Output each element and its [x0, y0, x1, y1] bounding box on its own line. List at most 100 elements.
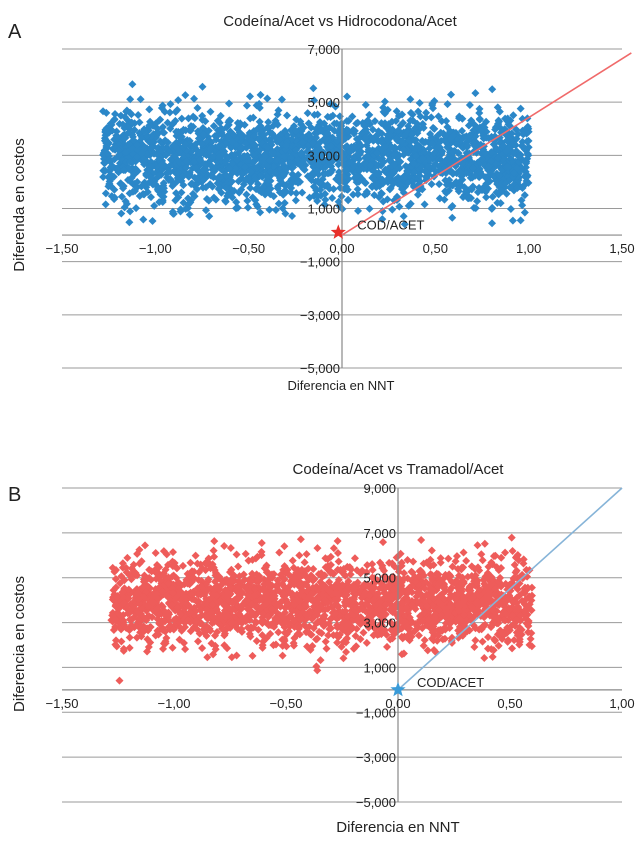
chart-b-data-point [186, 608, 195, 617]
chart-a-data-point [501, 130, 510, 139]
chart-a-data-point [154, 172, 163, 181]
chart-b-data-point [159, 626, 168, 635]
chart-b-data-point [133, 571, 142, 580]
chart-b-data-point [524, 616, 533, 625]
chart-b-data-point [400, 574, 409, 583]
chart-b-data-point [191, 551, 200, 560]
chart-b-data-point [248, 608, 257, 617]
chart-b-data-point [383, 642, 392, 651]
chart-b-y-tick-label: 7,000 [363, 526, 396, 541]
chart-b-data-point [325, 587, 334, 596]
chart-b-data-point [202, 605, 211, 614]
chart-b-data-point [342, 648, 351, 657]
chart-a-data-point [399, 118, 408, 127]
chart-b-data-point [249, 623, 258, 632]
chart-b-data-point [313, 618, 322, 627]
chart-b-data-point [341, 571, 350, 580]
chart-a-data-point [449, 131, 458, 140]
chart-b-data-point [410, 627, 419, 636]
chart-a-data-point [277, 95, 286, 104]
chart-a-data-point [199, 165, 208, 174]
chart-b-data-point [235, 572, 244, 581]
chart-b-data-point [176, 587, 185, 596]
chart-a-data-point [372, 148, 381, 157]
chart-b-data-point [156, 576, 165, 585]
chart-b-data-point [462, 556, 471, 565]
chart-a-data-point [369, 136, 378, 145]
chart-b-data-point [483, 644, 492, 653]
chart-a-data-point [206, 107, 215, 116]
chart-b-data-point [296, 535, 305, 544]
chart-b-data-point [131, 621, 140, 630]
chart-b-data-point [281, 618, 290, 627]
chart-b-data-point [504, 636, 513, 645]
chart-a-data-point [282, 180, 291, 189]
chart-a-data-point [422, 108, 431, 117]
chart-b-data-point [356, 569, 365, 578]
chart-a-data-point [222, 171, 231, 180]
chart-b-data-point [331, 609, 340, 618]
chart-a-data-point [107, 182, 116, 191]
chart-a-data-point [375, 129, 384, 138]
chart-a-data-point [447, 90, 456, 99]
chart-b-data-point [211, 641, 220, 650]
chart-a-data-point [221, 197, 230, 206]
chart-b-data-point [118, 600, 127, 609]
chart-b-data-point [122, 623, 131, 632]
chart-b-threshold-line [397, 487, 623, 691]
chart-a-data-point [342, 185, 351, 194]
chart-a-data-point [294, 170, 303, 179]
chart-b-data-point [409, 557, 418, 566]
chart-a-data-point [389, 179, 398, 188]
chart-b-data-point [510, 636, 519, 645]
chart-b-data-point [372, 590, 381, 599]
chart-b-data-point [181, 578, 190, 587]
chart-a-data-point [399, 145, 408, 154]
chart-b-data-point [524, 621, 533, 630]
chart-a-data-point [271, 118, 280, 127]
chart-a-data-point [495, 171, 504, 180]
chart-b-data-point [501, 548, 510, 557]
chart-a-data-point [370, 117, 379, 126]
chart-a-y-tick-label: −1,000 [300, 255, 340, 270]
chart-b-data-point [135, 610, 144, 619]
chart-b-data-point [322, 644, 331, 653]
chart-a-data-point [522, 172, 531, 181]
chart-a-data-point [288, 179, 297, 188]
chart-b-data-point [164, 610, 173, 619]
chart-a-data-point [454, 184, 463, 193]
chart-a-data-point [148, 217, 157, 226]
chart-a-data-point [328, 165, 337, 174]
chart-b-data-point [329, 544, 338, 553]
chart-a-data-point [409, 159, 418, 168]
chart-b-data-point [313, 596, 322, 605]
chart-b-data-point [418, 601, 427, 610]
chart-a-data-point [520, 144, 529, 153]
chart-b-y-tick-label: −5,000 [356, 795, 396, 810]
chart-a-data-point [186, 196, 195, 205]
chart-a-data-point [225, 99, 234, 108]
chart-a-data-point [465, 101, 474, 110]
chart-a-data-point [216, 173, 225, 182]
chart-a-data-point [126, 207, 135, 216]
chart-a-data-point [158, 197, 167, 206]
chart-b-data-point [302, 611, 311, 620]
chart-b-data-point [491, 584, 500, 593]
chart-b-data-point [261, 591, 270, 600]
chart-b-data-point [194, 590, 203, 599]
chart-a-data-point [468, 164, 477, 173]
chart-b-data-point [111, 574, 120, 583]
chart-a-data-point [251, 175, 260, 184]
chart-a-data-point [446, 160, 455, 169]
chart-b-data-point [484, 633, 493, 642]
chart-b-data-point [241, 549, 250, 558]
chart-a-data-point [478, 154, 487, 163]
chart-a-data-point [120, 203, 129, 212]
chart-b-data-point [174, 578, 183, 587]
chart-a-data-point [305, 193, 314, 202]
chart-a-data-point [224, 118, 233, 127]
chart-a-data-point [411, 136, 420, 145]
chart-a-xlabel: Diferencia en NNT [288, 378, 395, 393]
chart-a-data-point [508, 216, 517, 225]
chart-b-data-point [227, 565, 236, 574]
